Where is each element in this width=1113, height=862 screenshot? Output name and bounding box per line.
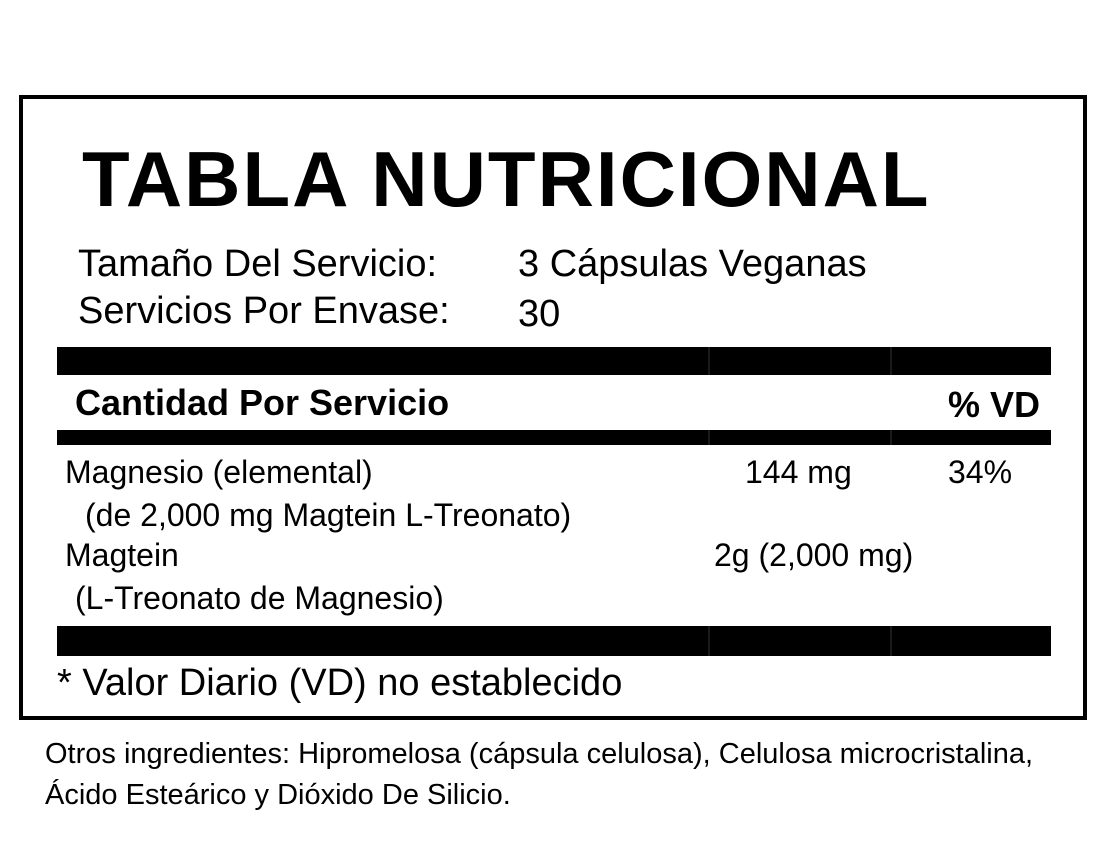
serving-size-value: 3 Cápsulas Veganas [518, 243, 867, 285]
divider-seam [708, 626, 710, 656]
nutrient-amount: 2g (2,000 mg) [714, 537, 914, 573]
header-amount-per-serving: Cantidad Por Servicio [75, 382, 450, 423]
nutrient-daily-value: 34% [948, 454, 1013, 490]
nutrient-name: Magnesio (elemental) [65, 454, 373, 490]
divider-seam [708, 347, 710, 375]
divider-seam [890, 430, 892, 445]
nutrient-name: Magtein [65, 537, 179, 573]
nutrition-facts-panel [19, 95, 1087, 720]
top-divider-bar [57, 347, 1051, 375]
servings-per-container-value: 30 [518, 293, 561, 335]
header-daily-value: % VD [948, 384, 1041, 425]
nutrient-amount: 144 mg [745, 454, 852, 490]
divider-seam [708, 430, 710, 445]
divider-seam [890, 626, 892, 656]
header-divider-bar [57, 430, 1051, 445]
serving-size-label: Tamaño Del Servicio: [78, 243, 438, 285]
servings-per-container-label: Servicios Por Envase: [78, 290, 450, 332]
nutrient-source: (de 2,000 mg Magtein L-Treonato) [85, 497, 572, 533]
other-ingredients-text: Otros ingredientes: Hipromelosa (cápsula… [45, 738, 1034, 811]
label-title: TABLA NUTRICIONAL [82, 135, 931, 223]
nutrient-source: (L-Treonato de Magnesio) [75, 580, 444, 616]
bottom-divider-bar [57, 626, 1051, 656]
daily-value-footnote: * Valor Diario (VD) no establecido [57, 662, 623, 704]
divider-seam [890, 347, 892, 375]
